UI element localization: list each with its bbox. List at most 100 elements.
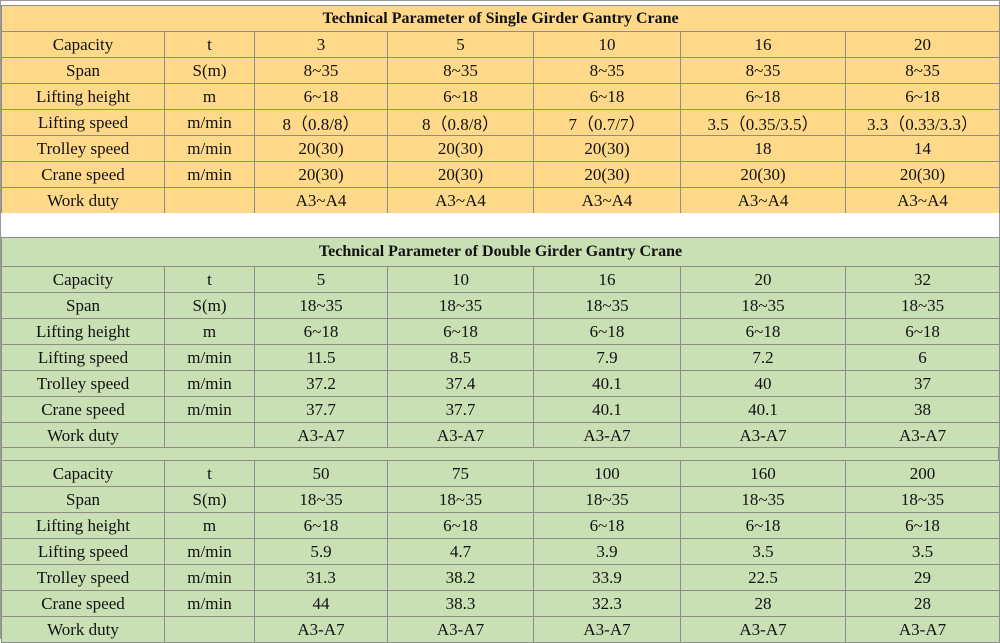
capacity-label-cell: Capacity (1, 31, 165, 58)
capacity-value-2-cell: 10 (387, 266, 534, 293)
lifting-speed-value-5-cell: 3.5 (845, 538, 1000, 565)
lifting-height-value-1-cell: 6~18 (254, 318, 388, 345)
crane-speed-value-3-cell: 20(30) (533, 161, 681, 188)
single-girder-block: Technical Parameter of Single Girder Gan… (0, 5, 1000, 214)
span-value-1-cell: 8~35 (254, 57, 388, 84)
trolley-speed-value-3-cell: 20(30) (533, 135, 681, 162)
crane-speed-label-cell: Crane speed (1, 590, 165, 617)
lifting-height-label-cell: Lifting height (1, 83, 165, 110)
double-girder-spacer (1, 447, 999, 462)
crane-speed-value-3-cell: 32.3 (533, 590, 681, 617)
crane-speed-value-4-cell: 28 (680, 590, 846, 617)
span-value-4-cell: 18~35 (680, 486, 846, 513)
crane-speed-value-1-cell: 37.7 (254, 396, 388, 423)
lifting-height-value-5-cell: 6~18 (844, 83, 1000, 110)
lifting-speed-value-4-cell: 3.5 (680, 538, 846, 565)
span-value-3-cell: 18~35 (533, 486, 681, 513)
trolley-speed-unit-cell: m/min (164, 370, 255, 397)
row-crane-speed: Crane speed m/min 20(30) 20(30) 20(30) 20(30)… (1, 161, 1000, 188)
row-capacity: Capacity t 5 10 16 20 32 (1, 266, 1000, 293)
capacity-label-cell: Capacity (1, 460, 165, 487)
trolley-speed-value-2-cell: 20(30) (387, 135, 534, 162)
row-work-duty: Work duty A3~A4 A3~A4 A3~A4 A3~A4 A3~A4 (1, 187, 1000, 214)
crane-speed-value-5-cell: 38 (844, 396, 1000, 423)
double-girder-table-a: Technical Parameter of Double Girder Gan… (0, 237, 1000, 449)
trolley-speed-label-cell: Trolley speed (1, 370, 165, 397)
work-duty-value-3-cell: A3-A7 (533, 422, 681, 449)
crane-speed-value-2-cell: 38.3 (387, 590, 534, 617)
lifting-height-value-1-cell: 6~18 (254, 83, 388, 110)
crane-speed-value-5-cell: 20(30) (844, 161, 1000, 188)
span-label-cell: Span (1, 57, 165, 84)
lifting-speed-label-cell: Lifting speed (1, 538, 165, 565)
lifting-speed-value-2-cell: 4.7 (387, 538, 534, 565)
work-duty-unit-cell (164, 187, 255, 214)
lifting-speed-value-3-cell: 3.9 (533, 538, 681, 565)
crane-speed-value-1-cell: 44 (254, 590, 388, 617)
capacity-unit-cell: t (164, 31, 255, 58)
capacity-unit-cell: t (164, 266, 255, 293)
span-value-1-cell: 18~35 (254, 486, 388, 513)
capacity-unit-cell: t (164, 460, 255, 487)
crane-speed-value-4-cell: 20(30) (680, 161, 846, 188)
lifting-speed-value-4-cell: 3.5（0.35/3.5） (680, 109, 846, 136)
row-trolley-speed: Trolley speed m/min 20(30) 20(30) 20(30) 18 14 (1, 135, 1000, 162)
span-value-4-cell: 8~35 (680, 57, 846, 84)
row-trolley-speed: Trolley speed m/min 31.3 38.2 33.9 22.5 29 (1, 564, 1000, 591)
row-span: Span S(m) 18~35 18~35 18~35 18~35 18~35 (1, 486, 1000, 513)
work-duty-value-1-cell: A3-A7 (254, 422, 388, 449)
crane-speed-label-cell: Crane speed (1, 396, 165, 423)
capacity-value-2-cell: 75 (387, 460, 534, 487)
lifting-height-value-2-cell: 6~18 (387, 318, 534, 345)
trolley-speed-label-cell: Trolley speed (1, 135, 165, 162)
lifting-height-value-4-cell: 6~18 (680, 318, 846, 345)
capacity-label-cell: Capacity (1, 266, 165, 293)
span-value-1-cell: 18~35 (254, 292, 388, 319)
lifting-height-unit-cell: m (164, 318, 255, 345)
lifting-height-value-1-cell: 6~18 (254, 512, 388, 539)
lifting-speed-unit-cell: m/min (164, 538, 255, 565)
span-value-5-cell: 8~35 (844, 57, 1000, 84)
capacity-value-1-cell: 5 (254, 266, 388, 293)
lifting-speed-value-1-cell: 11.5 (254, 344, 388, 371)
work-duty-label-cell: Work duty (1, 187, 165, 214)
row-lifting-height: Lifting height m 6~18 6~18 6~18 6~18 6~18 (1, 512, 1000, 539)
lifting-height-unit-cell: m (164, 512, 255, 539)
capacity-value-5-cell: 20 (844, 31, 1000, 58)
lifting-height-value-3-cell: 6~18 (533, 83, 681, 110)
trolley-speed-value-4-cell: 22.5 (680, 564, 846, 591)
row-span: Span S(m) 8~35 8~35 8~35 8~35 8~35 (1, 57, 1000, 84)
row-crane-speed: Crane speed m/min 44 38.3 32.3 28 28 (1, 590, 1000, 617)
row-capacity: Capacity t 50 75 100 160 200 (1, 460, 1000, 487)
capacity-value-4-cell: 16 (680, 31, 846, 58)
lifting-height-label-cell: Lifting height (1, 512, 165, 539)
capacity-value-3-cell: 10 (533, 31, 681, 58)
row-span: Span S(m) 18~35 18~35 18~35 18~35 18~35 (1, 292, 1000, 319)
crane-speed-label-cell: Crane speed (1, 161, 165, 188)
lifting-speed-value-5-cell: 3.3（0.33/3.3） (844, 109, 1000, 136)
trolley-speed-value-1-cell: 31.3 (254, 564, 388, 591)
lifting-height-value-2-cell: 6~18 (387, 83, 534, 110)
capacity-value-4-cell: 20 (680, 266, 846, 293)
lifting-speed-value-3-cell: 7（0.7/7） (533, 109, 681, 136)
capacity-value-2-cell: 5 (387, 31, 534, 58)
span-value-2-cell: 18~35 (387, 292, 534, 319)
capacity-value-3-cell: 100 (533, 460, 681, 487)
crane-speed-value-1-cell: 20(30) (254, 161, 388, 188)
capacity-value-5-cell: 200 (845, 460, 1000, 487)
lifting-speed-label-cell: Lifting speed (1, 344, 165, 371)
row-lifting-height: Lifting height m 6~18 6~18 6~18 6~18 6~18 (1, 318, 1000, 345)
lifting-speed-value-5-cell: 6 (844, 344, 1000, 371)
single-girder-title: Technical Parameter of Single Girder Gan… (0, 5, 1000, 32)
capacity-value-5-cell: 32 (844, 266, 1000, 293)
lifting-speed-value-1-cell: 8（0.8/8） (254, 109, 388, 136)
crane-speed-value-2-cell: 37.7 (387, 396, 534, 423)
work-duty-value-5-cell: A3~A4 (844, 187, 1000, 214)
lifting-speed-value-2-cell: 8.5 (387, 344, 534, 371)
trolley-speed-value-2-cell: 37.4 (387, 370, 534, 397)
capacity-value-4-cell: 160 (680, 460, 846, 487)
span-unit-cell: S(m) (164, 292, 255, 319)
lifting-speed-unit-cell: m/min (164, 344, 255, 371)
trolley-speed-value-2-cell: 38.2 (387, 564, 534, 591)
